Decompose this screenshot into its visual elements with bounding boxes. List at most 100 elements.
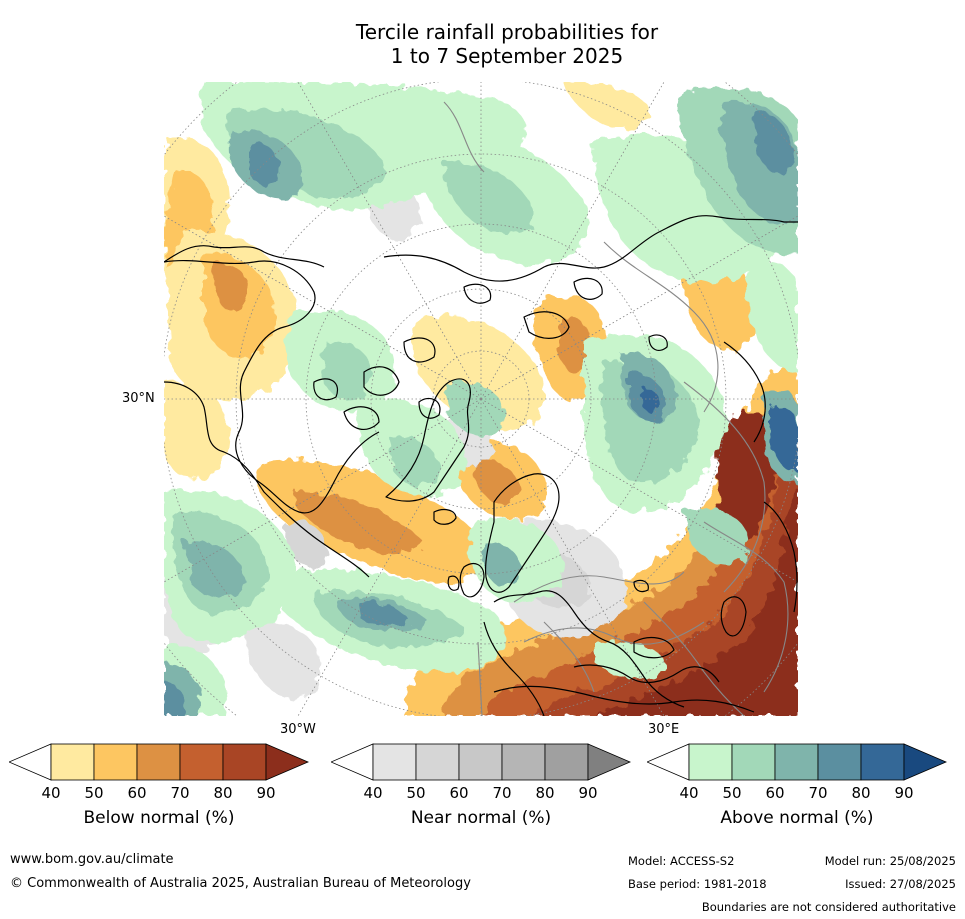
colorbar-tick: 50 [722,784,742,802]
colorbar-tick: 80 [213,784,233,802]
meridian-line [164,215,482,400]
colorbar-cell [50,743,95,781]
colorbar-cell [544,743,589,781]
model-run-text: Model run: 25/08/2025 [824,854,956,868]
above-normal-colorbar [647,743,947,781]
caspian-coast [720,596,747,637]
below-normal-region [594,487,798,716]
colorbar-cell [860,743,905,781]
border-line [683,381,766,593]
title-line-2: 1 to 7 September 2025 [390,44,624,68]
meridian-line [480,82,665,400]
colorbar-cell [458,743,503,781]
border-line [703,521,789,693]
below-normal-colorbar [9,743,309,781]
border-line [477,641,483,716]
scandinavia-coast [484,473,560,593]
colorbar-cell [774,743,819,781]
border-line [543,621,595,693]
below-normal-region [717,412,777,545]
below-normal-label: Below normal (%) [83,808,235,828]
above-normal-region [249,141,280,187]
iceland-coast [433,508,457,525]
colorbar-tick: 50 [406,784,426,802]
coastlines [164,215,798,716]
colorbar-high-arrow [265,743,309,781]
colorbar-tick: 40 [679,784,699,802]
meridian-line [297,82,482,400]
mediterranean-coast [573,636,720,684]
colorbar-cell [136,743,181,781]
below-normal-region [293,492,424,554]
above-normal-region [164,682,185,716]
title-line-1: Tercile rainfall probabilities for [355,20,659,44]
latitude-label-30n: 30°N [122,391,155,406]
colorbar-tick: 90 [894,784,914,802]
colorbar-cell [179,743,224,781]
colorbar-tick: 80 [535,784,555,802]
colorbar-tick: 70 [492,784,512,802]
colorbar-cell [372,743,417,781]
colorbar-high-arrow [587,743,631,781]
colorbar-cell [501,743,546,781]
above-normal-region [444,381,505,435]
below-normal-region [564,82,650,129]
above-normal-region [389,436,440,486]
colorbar-tick: 70 [808,784,828,802]
graticule [164,82,798,716]
colorbar-low-arrow [647,743,690,781]
meridian-line [480,398,798,583]
map-title: Tercile rainfall probabilities for 1 to … [0,20,965,68]
map-canvas [164,82,798,716]
above-normal-region [484,541,520,586]
border-line [513,571,685,603]
colorbar-high-arrow [903,743,947,781]
greenland-coast [385,378,471,502]
colorbar-tick: 90 [578,784,598,802]
above-normal-region [443,161,535,235]
colorbar-cell [222,743,267,781]
above-normal-region [747,261,798,372]
north-africa-coast [493,685,755,713]
border-line [603,241,719,413]
colorbar-cell [93,743,138,781]
near-normal-colorbar [331,743,631,781]
longitude-label-30e: 30°E [648,722,680,737]
model-text: Model: ACCESS-S2 [628,854,735,868]
copyright-text: © Commonwealth of Australia 2025, Austra… [10,876,471,891]
colorbar-low-arrow [331,743,374,781]
siberian-islands-coast [463,277,603,339]
issued-text: Issued: 27/08/2025 [845,877,956,891]
website-link[interactable]: www.bom.gov.au/climate [10,852,174,867]
probability-fields [164,82,798,716]
europe-coast [483,590,685,716]
base-period-text: Base period: 1981-2018 [628,877,767,891]
colorbar-tick: 40 [363,784,383,802]
russia-north-coast [383,215,798,282]
above-normal-region [769,404,798,473]
disclaimer-text: Boundaries are not considered authoritat… [701,900,956,914]
below-normal-region [474,457,520,505]
above-normal-region [641,387,660,414]
colorbar-cell [817,743,862,781]
above-normal-region [184,541,244,598]
below-normal-region [412,315,546,430]
colorbar-tick: 90 [256,784,276,802]
colorbar-tick: 60 [449,784,469,802]
colorbar-cell [415,743,460,781]
border-line [443,101,485,173]
colorbar-tick: 40 [41,784,61,802]
above-normal-label: Above normal (%) [720,808,874,828]
above-normal-region [359,601,409,626]
near-normal-label: Near normal (%) [410,808,552,828]
colorbar-cell [688,743,733,781]
colorbar-cell [731,743,776,781]
rainfall-probability-map [164,82,798,716]
lake-coast [633,334,668,593]
above-normal-region [224,109,386,201]
near-normal-region [284,521,327,568]
colorbar-tick: 60 [765,784,785,802]
asia-coast [723,341,798,613]
latitude-circle [305,223,657,575]
colorbar-low-arrow [9,743,52,781]
